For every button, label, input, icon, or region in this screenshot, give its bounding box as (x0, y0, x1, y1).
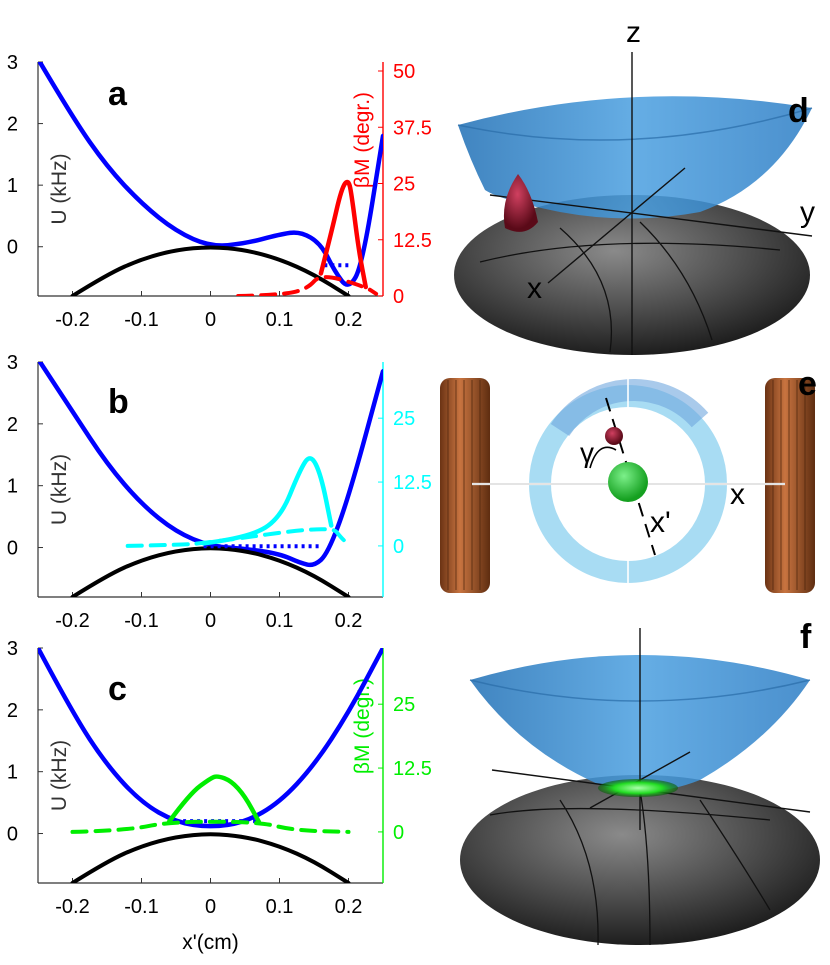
y2-axis-label: βM (degr.) (351, 92, 374, 188)
sphere-meridians-d (479, 221, 781, 353)
panel-c-plot: -0.2 -0.1 0 0.1 0.2 0 1 2 3 0 12.5 25 U (kHz) βM (deg… (7, 638, 432, 954)
y-tick-label: 2 (7, 414, 18, 436)
red-blob-d (503, 174, 538, 232)
y-tick-label: 2 (7, 700, 18, 722)
y2-tick-label: 0 (393, 536, 404, 558)
series-gravity (70, 546, 351, 597)
y-tick-label: 0 (7, 237, 18, 259)
x-tick-label: 0.1 (266, 309, 294, 331)
axis-x-d (547, 167, 686, 284)
y2-tick-label: 12.5 (393, 472, 432, 494)
axis-label-x-e: x (730, 478, 745, 511)
panel-d-scene: z y x d (454, 16, 815, 355)
panel-f-scene: f (460, 618, 820, 946)
x-axis-label: x'(cm) (182, 931, 239, 954)
y-axis-label: U (kHz) (48, 153, 71, 224)
series-tilt (201, 456, 334, 546)
coil-left (440, 378, 490, 593)
x-tick-label: -0.1 (124, 309, 158, 331)
y-tick-label: 2 (7, 114, 18, 136)
x-tick-label: 0.2 (335, 610, 363, 632)
planet-sphere-f (460, 775, 820, 945)
axis-label-xprime-e: x' (650, 506, 671, 539)
panel-b: -0.2 -0.1 0 0.1 0.2 0 1 2 3 0 12.5 25 U (kHz) b (7, 352, 432, 632)
green-ball-e (608, 462, 648, 502)
axis-label-x-d: x (527, 272, 542, 305)
panel-e-scene: γ x x' e (440, 365, 817, 593)
series-potential (38, 62, 383, 287)
y-tick-label: 1 (7, 476, 18, 498)
y2-tick-label: 0 (393, 822, 404, 844)
series-tilt-tail (70, 819, 351, 834)
x-tick-label: -0.2 (55, 309, 89, 331)
y2-tick-label: 0 (393, 286, 404, 308)
y2-tick-label: 25 (393, 408, 415, 430)
series-potential (38, 648, 383, 829)
series-tilt-tail (236, 275, 379, 296)
panel-a-plot: -0.2 -0.1 0 0.1 0.2 0 1 2 3 0 12.5 25 37.5 50 U (kHz) β… (7, 52, 432, 331)
x-tick-label: 0.2 (335, 896, 363, 918)
sphere-meridians-f (489, 789, 771, 946)
x-tick-label: 0.1 (266, 896, 294, 918)
potential-bowl-d (458, 96, 812, 219)
panel-label-b: b (108, 383, 129, 421)
y2-tick-label: 25 (393, 174, 415, 196)
y2-tick-label: 12.5 (393, 230, 432, 252)
x-tick-label: -0.2 (55, 610, 89, 632)
y2-tick-label: 12.5 (393, 758, 432, 780)
angle-arc-e (589, 446, 617, 469)
axis-label-z-d: z (626, 16, 641, 49)
y-tick-label: 1 (7, 175, 18, 197)
y-tick-label: 3 (7, 52, 18, 74)
y-tick-label: 1 (7, 762, 18, 784)
angle-label-e: γ (580, 437, 594, 468)
panel-label-a: a (108, 75, 128, 113)
axis-y-d (489, 194, 813, 237)
x-tick-label: -0.1 (124, 896, 158, 918)
y-tick-label: 3 (7, 352, 18, 374)
panel-label-f: f (800, 618, 812, 656)
y2-tick-label: 25 (393, 694, 415, 716)
x-tick-label: 0.2 (335, 309, 363, 331)
x-tick-label: -0.1 (124, 610, 158, 632)
axis-label-y-d: y (800, 196, 815, 229)
y2-axis-label: βM (degr.) (351, 678, 374, 774)
panel-c: -0.2 -0.1 0 0.1 0.2 0 1 2 3 0 12.5 25 U (kHz) βM (deg… (7, 638, 432, 954)
x-tick-label: 0 (205, 896, 216, 918)
series-tilt (318, 179, 368, 290)
x-tick-label: 0 (205, 309, 216, 331)
y-tick-label: 0 (7, 538, 18, 560)
series-potential (38, 362, 383, 568)
y-tick-label: 0 (7, 824, 18, 846)
series-tilt (166, 774, 262, 824)
red-ball-e (605, 427, 623, 445)
series-gravity (70, 245, 351, 296)
y-axis-label: U (kHz) (48, 740, 71, 811)
y-tick-label: 3 (7, 638, 18, 660)
axis-xprime-e (605, 397, 656, 556)
series-tilt-tail (125, 527, 351, 548)
x-tick-label: 0 (205, 610, 216, 632)
y2-tick-label: 50 (393, 61, 415, 83)
x-tick-label: -0.2 (55, 896, 89, 918)
panel-b-plot: -0.2 -0.1 0 0.1 0.2 0 1 2 3 0 12.5 25 U (kHz) (7, 352, 432, 632)
x-tick-label: 0.1 (266, 610, 294, 632)
coil-right (765, 378, 815, 593)
panel-a: -0.2 -0.1 0 0.1 0.2 0 1 2 3 0 12.5 25 37.5 50 U (kHz) β… (7, 52, 432, 331)
series-gravity (70, 832, 351, 883)
y-axis-label: U (kHz) (48, 454, 71, 525)
panel-label-c: c (108, 670, 127, 708)
panel-label-d: d (788, 92, 809, 130)
green-blob-f (598, 779, 678, 797)
y2-tick-label: 37.5 (393, 117, 432, 139)
panel-label-e: e (798, 365, 817, 403)
